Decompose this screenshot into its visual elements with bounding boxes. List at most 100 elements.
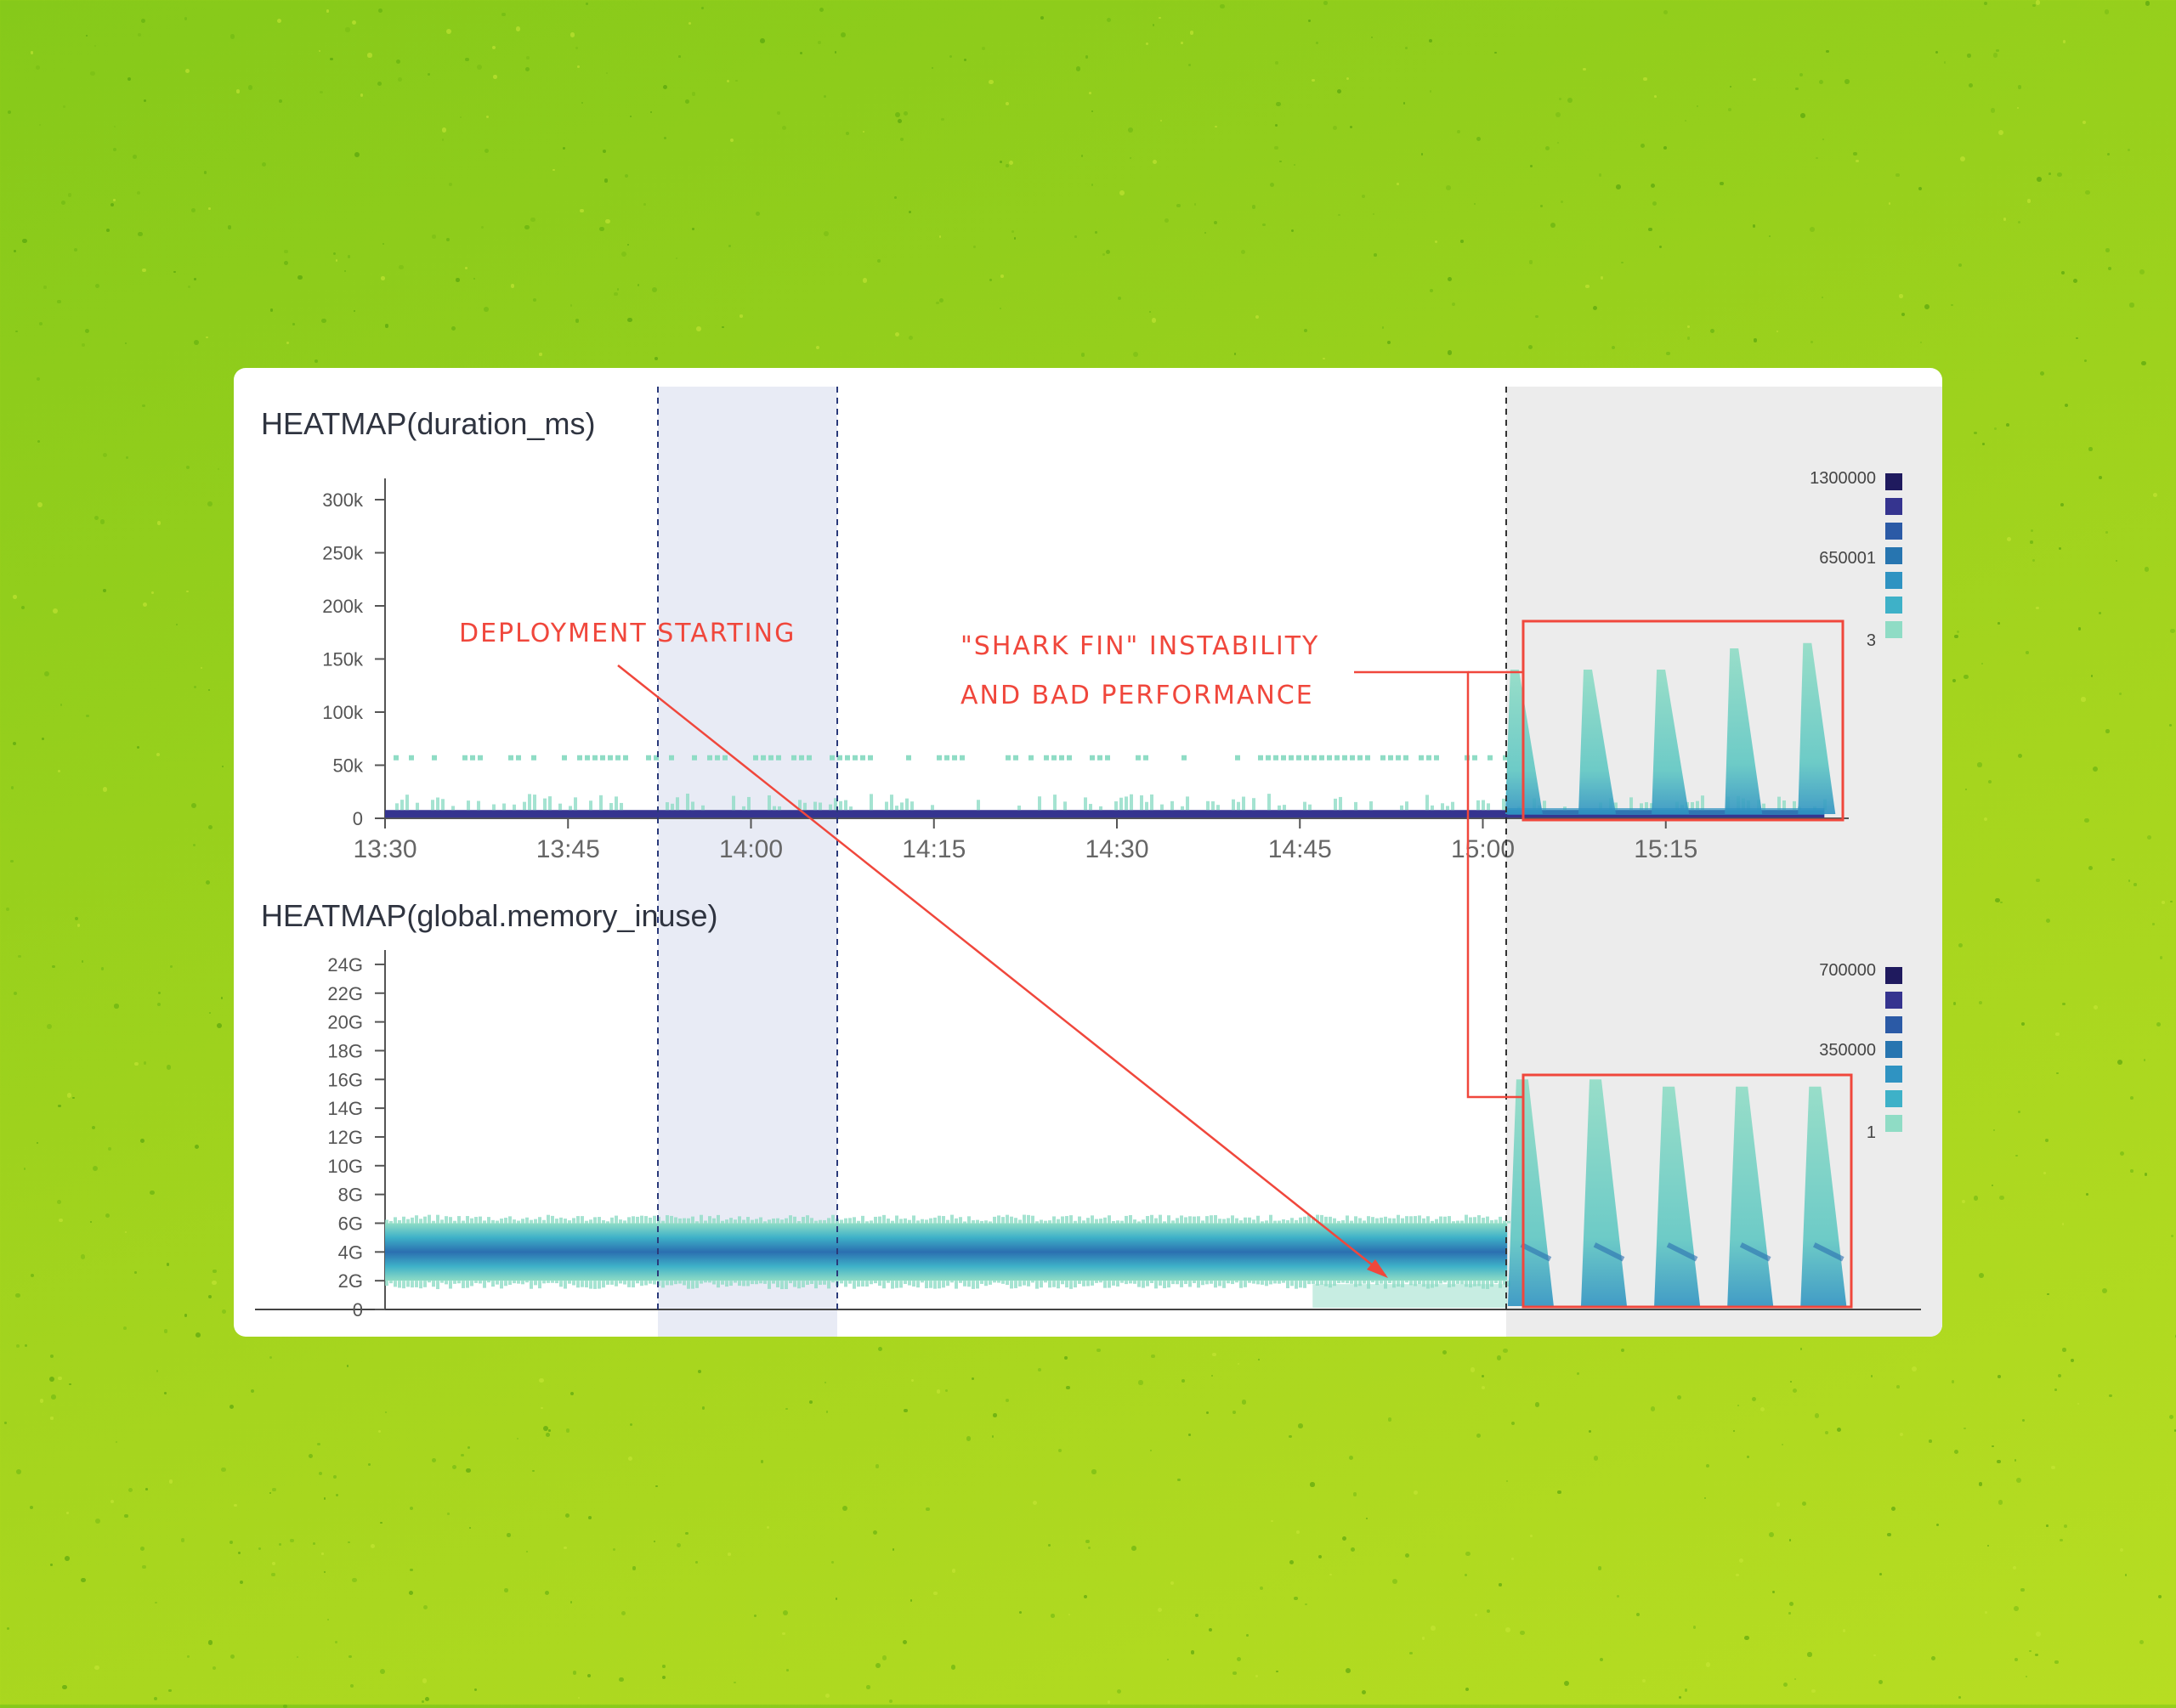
heat-cell-edge-top [929,1218,932,1224]
background-speckle [866,1685,870,1689]
heat-cell-50k [960,755,965,761]
heat-cell-edge-top [1363,1220,1366,1224]
background-speckle [655,1485,658,1488]
background-speckle [149,1190,155,1196]
heat-cell-noise [492,804,496,811]
background-speckle [222,766,224,768]
heat-cell-edge-top [1341,1220,1345,1224]
heat-cell-edge-top [980,1220,983,1224]
heat-cell-noise [1431,805,1434,811]
background-speckle [766,1525,770,1530]
heat-cell-edge-top [615,1215,618,1224]
heat-cell-edge-bottom [734,1281,737,1283]
heat-cell-edge-top [1133,1219,1136,1224]
background-speckle [1973,1196,1978,1201]
background-speckle [1066,1385,1070,1389]
background-speckle [1194,1614,1198,1617]
background-speckle [939,297,944,303]
heat-cell-edge-bottom [1363,1281,1366,1284]
heat-cell-edge-top [1460,1220,1464,1224]
heat-cell-50k [508,755,513,761]
heat-cell-edge-top [1354,1216,1357,1224]
background-speckle [1705,1662,1711,1667]
background-speckle [2085,189,2091,195]
background-speckle [143,1061,146,1065]
heat-cell-edge-top [1001,1217,1005,1224]
background-speckle [909,336,914,340]
heat-cell-noise [1482,800,1485,811]
background-speckle [94,1519,100,1524]
background-speckle [1993,1128,1996,1131]
heat-cell-edge-top [1469,1217,1472,1224]
background-speckle [1969,82,1974,88]
background-speckle [422,1605,428,1610]
heat-cell-noise [1140,795,1143,811]
heat-cell-edge-top [938,1215,941,1224]
background-speckle [621,1610,626,1615]
heat-cell-edge-top [1439,1216,1442,1224]
heat-cell-noise [1278,805,1281,811]
heat-cell-edge-bottom [1265,1281,1268,1287]
heat-cell-50k [906,755,911,761]
heat-cell-edge-bottom [1133,1281,1136,1284]
heat-cell-noise [1487,803,1490,811]
background-speckle [2060,502,2064,506]
background-speckle [1409,1652,1413,1655]
background-speckle [484,149,490,154]
background-speckle [1615,184,1621,189]
background-speckle [67,193,72,198]
background-speckle [58,1376,62,1381]
heat-cell-edge-bottom [1290,1281,1294,1287]
heat-cell-edge-bottom [721,1281,724,1285]
background-speckle [1663,10,1669,15]
heat-cell-50k [1013,755,1018,761]
heat-cell-edge-bottom [1010,1281,1013,1289]
background-speckle [1957,631,1960,634]
background-speckle [783,1609,788,1615]
heat-cell-edge-top [1503,1220,1506,1224]
background-speckle [154,1697,158,1701]
heat-cell-edge-bottom [402,1281,405,1289]
background-speckle [108,1146,112,1151]
background-speckle [13,249,17,253]
heat-cell-noise [599,795,603,811]
background-speckle [1744,1635,1749,1641]
background-speckle [1987,1544,1990,1547]
heat-cell-edge-bottom [593,1281,597,1289]
heat-cell-edge-top [1256,1215,1260,1224]
heat-cell-noise [931,805,934,811]
heat-cell-noise [620,802,623,811]
background-speckle [1091,110,1094,113]
heat-cell-edge-top [1329,1216,1332,1224]
background-speckle [678,55,681,58]
heat-cell-edge-top [1061,1216,1064,1224]
background-speckle [1038,1368,1042,1371]
background-speckle [398,77,403,82]
background-speckle [1782,1682,1788,1688]
background-speckle [2046,1524,2048,1527]
background-speckle [2119,1151,2124,1157]
heat-cell-edge-bottom [542,1281,546,1284]
heat-cell-edge-bottom [993,1281,996,1283]
background-speckle [981,47,985,51]
background-speckle [62,1684,67,1690]
heat-cell-edge-top [457,1216,461,1224]
background-speckle [272,1488,276,1492]
background-speckle [1188,63,1192,66]
heat-cell-edge-top [491,1219,495,1224]
heat-cell-edge-bottom [1163,1281,1166,1289]
heat-cell-edge-top [1448,1216,1451,1224]
heat-cell-edge-bottom [772,1281,775,1284]
heat-cell-edge-top [861,1215,864,1224]
heat-cell-edge-bottom [887,1281,890,1283]
heat-cell-edge-top [887,1219,890,1224]
heat-cell-noise [895,806,898,811]
background-speckle [269,1355,273,1360]
heat-cell-edge-top [555,1219,558,1224]
heat-cell-50k [1388,755,1393,761]
heat-cell-edge-bottom [1354,1281,1357,1287]
background-speckle [192,843,196,846]
background-speckle [207,1640,213,1645]
background-speckle [685,99,690,104]
background-speckle [580,208,584,212]
